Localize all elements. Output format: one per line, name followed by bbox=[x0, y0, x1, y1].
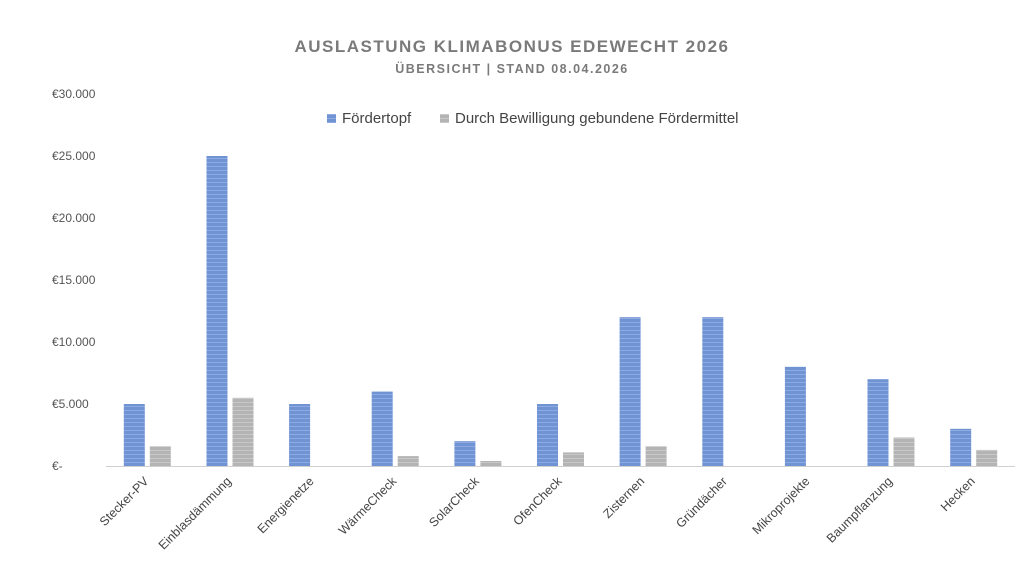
bar-gebunden bbox=[149, 446, 171, 466]
bar-gebunden bbox=[563, 452, 584, 466]
y-tick-label: €25.000 bbox=[52, 149, 96, 163]
x-tick-label: OfenCheck bbox=[511, 474, 566, 529]
y-tick-label: €15.000 bbox=[52, 273, 96, 287]
bar-foerdertopf bbox=[950, 428, 972, 466]
bar-gebunden bbox=[893, 437, 915, 466]
bar-foerdertopf bbox=[371, 391, 393, 466]
bar-gebunden bbox=[232, 397, 254, 466]
x-tick-label: SolarCheck bbox=[426, 474, 482, 530]
y-axis: €- €5.000 €10.000 €15.000 €20.000 €25.000 €30.… bbox=[52, 87, 96, 473]
y-tick-label: €20.000 bbox=[52, 211, 96, 225]
y-tick-label: €30.000 bbox=[52, 87, 96, 101]
y-tick-label: €5.000 bbox=[52, 397, 89, 411]
legend-label: Fördertopf bbox=[342, 110, 412, 127]
x-tick-label: Hecken bbox=[938, 474, 978, 514]
bar-foerdertopf bbox=[289, 404, 311, 466]
y-tick-label: €- bbox=[52, 459, 63, 473]
bar-gebunden bbox=[397, 456, 419, 466]
bar-foerdertopf bbox=[537, 404, 558, 466]
x-tick-label: Gründächer bbox=[673, 474, 730, 531]
legend: Fördertopf Durch Bewilligung gebundene Fö… bbox=[327, 110, 739, 127]
bar-foerdertopf bbox=[619, 317, 641, 466]
bar-foerdertopf bbox=[123, 404, 145, 466]
bars bbox=[123, 156, 998, 466]
legend-swatch bbox=[440, 114, 449, 123]
y-tick-label: €10.000 bbox=[52, 335, 96, 349]
bar-foerdertopf bbox=[784, 366, 806, 466]
x-axis: Stecker-PV Einblasdämmung Energienetze Wärm… bbox=[97, 474, 978, 553]
x-tick-label: Baumpflanzung bbox=[824, 474, 895, 545]
x-tick-label: WärmeCheck bbox=[336, 474, 400, 538]
chart-subtitle: ÜBERSICHT | STAND 08.04.2026 bbox=[395, 62, 629, 76]
x-tick-label: Energienetze bbox=[255, 474, 317, 536]
legend-swatch bbox=[327, 114, 336, 123]
bar-foerdertopf bbox=[454, 441, 476, 466]
chart-title: AUSLASTUNG KLIMABONUS EDEWECHT 2026 bbox=[294, 37, 730, 56]
bar-gebunden bbox=[645, 446, 667, 466]
bar-gebunden bbox=[480, 461, 502, 466]
bar-foerdertopf bbox=[206, 156, 228, 466]
x-tick-label: Zisternen bbox=[601, 474, 648, 521]
x-tick-label: Mikroprojekte bbox=[750, 474, 813, 537]
x-tick-label: Einblasdämmung bbox=[156, 474, 234, 552]
x-tick-label: Stecker-PV bbox=[97, 474, 152, 529]
bar-foerdertopf bbox=[702, 317, 724, 466]
bar-gebunden bbox=[976, 449, 998, 466]
bar-foerdertopf bbox=[867, 379, 889, 466]
legend-label: Durch Bewilligung gebundene Fördermittel bbox=[455, 110, 739, 127]
